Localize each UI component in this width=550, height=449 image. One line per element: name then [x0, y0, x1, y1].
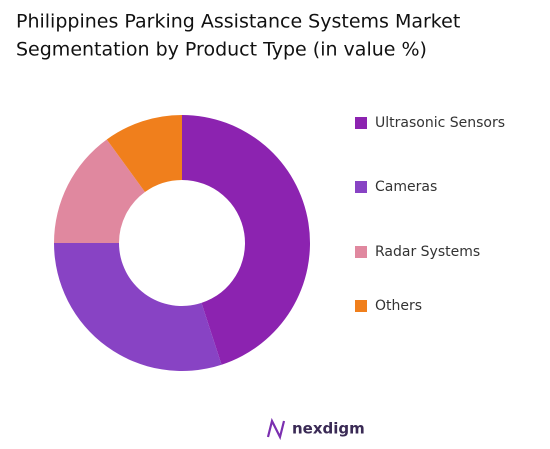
chart-title: Segmentation by Product Type (in value %…	[16, 39, 427, 61]
legend-swatch	[355, 181, 367, 193]
legend-label: Cameras	[375, 179, 437, 195]
pie-slice	[106, 115, 182, 193]
legend-swatch	[355, 246, 367, 258]
logo-text: nexdigm	[292, 420, 365, 438]
logo: nexdigm	[266, 417, 365, 441]
chart-title: Philippines Parking Assistance Systems M…	[16, 11, 460, 33]
pie-slice	[54, 139, 145, 243]
legend-label: Others	[375, 298, 422, 314]
legend-swatch	[355, 300, 367, 312]
legend-swatch	[355, 117, 367, 129]
logo-icon	[266, 417, 286, 441]
legend-label: Radar Systems	[375, 244, 480, 260]
legend-label: Ultrasonic Sensors	[375, 115, 505, 131]
pie-slice	[54, 243, 222, 371]
pie-slice	[182, 115, 310, 365]
